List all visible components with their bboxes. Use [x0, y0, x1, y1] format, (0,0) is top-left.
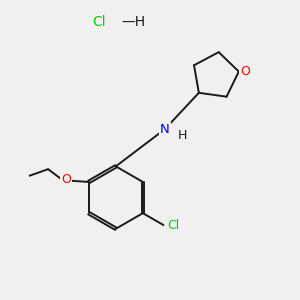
- Text: Cl: Cl: [93, 15, 106, 29]
- Text: Cl: Cl: [168, 218, 180, 232]
- Text: O: O: [240, 65, 250, 78]
- Text: H: H: [178, 129, 188, 142]
- Text: N: N: [160, 123, 170, 136]
- Text: O: O: [61, 173, 71, 186]
- Text: —H: —H: [122, 15, 146, 29]
